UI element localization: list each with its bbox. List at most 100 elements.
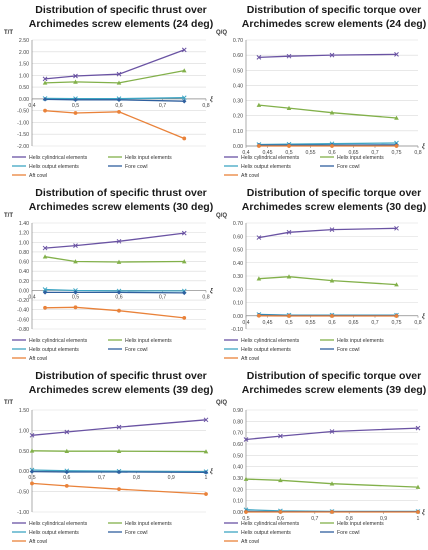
data-point — [181, 230, 187, 236]
legend-label: Helix output elements — [241, 530, 291, 536]
y-tick-label: 0.50 — [19, 449, 29, 455]
x-tick-label: 0,55 — [305, 150, 315, 156]
y-tick-label: 0.70 — [233, 38, 243, 44]
data-point — [257, 313, 261, 318]
chart-title-line: Distribution of specific torque over — [247, 187, 421, 199]
chart-3: Distribution of specific thrust over Arch… — [4, 187, 213, 362]
y-tick-label: 0.70 — [233, 221, 243, 227]
y-axis-label: T/T — [4, 30, 13, 36]
data-point — [329, 278, 335, 283]
series-line — [44, 110, 185, 140]
data-point — [394, 225, 399, 231]
data-point — [181, 68, 187, 73]
y-axis-label: T/T — [4, 213, 13, 219]
data-point — [43, 305, 47, 310]
data-point — [73, 305, 78, 310]
y-tick-label: 1.00 — [19, 240, 29, 246]
data-point — [256, 276, 262, 281]
data-point — [329, 52, 335, 58]
data-point — [256, 102, 262, 107]
y-tick-label: 1.50 — [19, 62, 29, 68]
chart-title-line: Distribution of specific thrust over — [35, 370, 207, 382]
x-tick-label: 0,7 — [371, 320, 378, 326]
data-point — [329, 110, 335, 115]
data-point — [116, 469, 122, 475]
legend-label: Helix cylindrical elements — [241, 155, 300, 161]
legend-label: Helix input elements — [337, 338, 384, 344]
data-point — [182, 316, 187, 320]
legend-label: Helix output elements — [29, 164, 79, 170]
y-tick-label: 0.90 — [233, 408, 243, 414]
y-tick-label: -2.00 — [17, 144, 29, 150]
data-point — [287, 144, 291, 148]
y-tick-label: 0.20 — [233, 114, 243, 120]
x-tick-label: 0,5 — [72, 103, 79, 109]
x-axis-label: ξ — [210, 288, 213, 294]
legend-label: Helix input elements — [337, 521, 384, 527]
x-tick-label: 0,7 — [98, 475, 105, 481]
y-tick-label: 1.00 — [19, 73, 29, 79]
y-tick-label: -0.80 — [17, 327, 29, 333]
data-point — [182, 290, 187, 296]
x-tick-label: 0,45 — [262, 150, 272, 156]
y-tick-label: 0.40 — [233, 465, 243, 471]
data-point — [256, 55, 262, 60]
x-tick-label: 0,75 — [391, 320, 401, 326]
y-tick-label: 0.80 — [233, 419, 243, 425]
y-tick-label: 0.50 — [19, 85, 29, 91]
data-point — [286, 53, 292, 59]
legend-label: Aft cowl — [29, 356, 47, 362]
series-line — [44, 49, 185, 80]
x-tick-label: 0,7 — [159, 103, 166, 109]
y-tick-label: 0.60 — [233, 442, 243, 448]
legend-label: Fore cowl — [337, 164, 360, 170]
data-point — [415, 484, 421, 489]
data-point — [394, 52, 399, 57]
legend-label: Fore cowl — [337, 347, 360, 353]
chart-title-line: Archimedes screw elements (30 deg) — [29, 201, 213, 213]
data-point — [64, 448, 70, 454]
data-point — [73, 290, 78, 295]
series-line — [44, 232, 185, 249]
series-line — [44, 306, 185, 319]
legend-label: Helix output elements — [29, 347, 79, 353]
chart-title-line: Distribution of specific thrust over — [35, 4, 207, 16]
y-tick-label: 0.70 — [233, 431, 243, 437]
x-tick-label: 0,6 — [328, 320, 335, 326]
x-tick-label: 0,5 — [285, 150, 292, 156]
y-tick-label: 0.10 — [233, 129, 243, 135]
chart-title-line: Archimedes screw elements (39 deg) — [242, 384, 426, 396]
x-tick-label: 0,65 — [348, 150, 358, 156]
data-point — [181, 259, 187, 264]
y-tick-label: 0.40 — [233, 83, 243, 89]
legend-label: Helix output elements — [29, 530, 79, 536]
x-tick-label: 0,45 — [262, 320, 272, 326]
series-line — [31, 470, 207, 474]
x-axis-label: ξ — [422, 144, 425, 150]
legend-label: Helix cylindrical elements — [29, 338, 88, 344]
data-point — [116, 448, 122, 454]
data-point — [29, 432, 35, 438]
x-axis-label: ξ — [210, 97, 213, 103]
legend-label: Fore cowl — [125, 347, 148, 353]
x-tick-label: 0,9 — [168, 475, 175, 481]
data-point — [116, 238, 122, 244]
legend-label: Helix output elements — [241, 347, 291, 353]
y-tick-label: 0.00 — [233, 314, 243, 320]
series-line — [258, 227, 397, 239]
x-tick-label: 0,7 — [371, 150, 378, 156]
y-axis-label: T/T — [4, 400, 13, 406]
y-tick-label: -0.20 — [17, 298, 29, 304]
x-tick-label: 0,5 — [285, 320, 292, 326]
x-axis-label: ξ — [422, 314, 425, 320]
legend-label: Helix input elements — [125, 155, 172, 161]
x-tick-label: 0,8 — [414, 150, 421, 156]
x-tick-label: 0,6 — [277, 516, 284, 522]
y-tick-label: 0.60 — [233, 53, 243, 59]
y-tick-label: -1.00 — [17, 510, 29, 516]
data-point — [286, 274, 292, 279]
data-point — [256, 235, 262, 240]
data-point — [330, 144, 334, 148]
series-line — [31, 482, 207, 495]
legend-label: Helix cylindrical elements — [29, 155, 88, 161]
